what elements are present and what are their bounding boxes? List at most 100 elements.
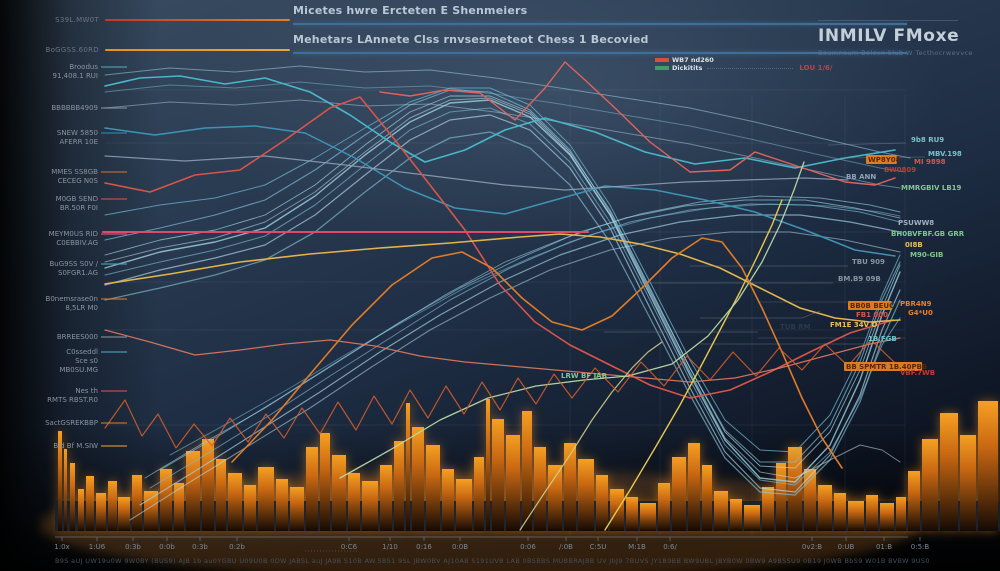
- series-line-pale-s-5: [104, 131, 901, 496]
- brand-title: INMILV FMoxe: [818, 26, 960, 46]
- skyline-building: [834, 493, 846, 531]
- skyline-building: [456, 479, 472, 531]
- skyline-building: [406, 403, 410, 531]
- series-line-top-pale-3: [104, 99, 901, 189]
- skyline-building: [70, 463, 75, 531]
- series-end-label: WP8Y08: [868, 156, 901, 164]
- skyline-building: [174, 483, 184, 531]
- series-end-label: G4*U0: [908, 309, 933, 317]
- series-line-pale-rise-5: [144, 199, 901, 479]
- series-line-yellow-smooth: [104, 233, 901, 323]
- series-line-top-pale-2: [104, 81, 906, 173]
- legend: WB7 nd260 Dickitits LOU 1/6/: [655, 56, 832, 72]
- brand-rule: [818, 20, 958, 21]
- series-end-label: M90-GIB: [910, 251, 943, 259]
- skyline-building: [922, 439, 938, 531]
- y-axis-label: MMES SS8GB: [51, 168, 98, 176]
- skyline-building: [96, 493, 106, 531]
- y-axis-label: S0FGR1.AG: [58, 269, 98, 277]
- y-axis-label: Bid Bf M.SIW: [53, 442, 98, 450]
- skyline-building: [228, 473, 242, 531]
- x-axis-tick-label: C:5U: [590, 543, 607, 551]
- y-axis-label: BuG9SS S0V /: [50, 260, 99, 268]
- header-marker-line: [105, 19, 290, 21]
- series-end-label: BB0B BEUC: [850, 302, 894, 310]
- skyline-building: [522, 411, 532, 531]
- skyline-building: [426, 445, 440, 531]
- skyline-building: [258, 467, 274, 531]
- skyline-building: [108, 481, 117, 531]
- legend-item: WB7 nd260: [655, 56, 825, 64]
- legend-label: WB7 nd260: [672, 56, 714, 64]
- series-line-orange-jag: [104, 339, 895, 449]
- skyline: [58, 399, 998, 531]
- skyline-building: [534, 447, 546, 531]
- series-line-yellow-steep: [604, 199, 783, 531]
- series-line-green-rise: [339, 161, 805, 479]
- series-line-pale-s-7: [104, 107, 901, 486]
- series-line-teal-bright: [104, 75, 896, 169]
- skyline-building: [702, 465, 712, 531]
- x-axis-tick-label: 01:B: [876, 543, 892, 551]
- series-end-label-chip: [866, 155, 897, 164]
- legend-item: Dickitits LOU 1/6/: [655, 64, 832, 72]
- y-axis-label: C0EBBIV.AG: [56, 239, 98, 247]
- skyline-building: [290, 487, 304, 531]
- series-end-label: MI 9898: [914, 158, 946, 166]
- skyline-building: [804, 469, 816, 531]
- y-axis-label: MEYM0US RID: [49, 230, 98, 238]
- x-axis-tick-label: 0v2:B: [802, 543, 822, 551]
- skyline-building: [688, 443, 700, 531]
- series-end-label: FB1 000: [856, 311, 888, 319]
- x-axis-tick-label: 0:C6: [341, 543, 358, 551]
- x-axis-tick-label: 0:16: [416, 543, 432, 551]
- y-axis-label: Sce s0: [75, 357, 98, 365]
- y-axis-label: CECEG N0S: [58, 177, 99, 185]
- header-marker-label: S39L.MW0T: [55, 16, 99, 24]
- skyline-building: [362, 481, 378, 531]
- skyline-building: [626, 497, 638, 531]
- series-line-pale-rise-1: [139, 214, 901, 506]
- skyline-building: [506, 435, 520, 531]
- skyline-building: [564, 443, 576, 531]
- legend-leader-label: LOU 1/6/: [799, 64, 833, 72]
- series-end-label: BB SPMTR 1B.40PBB: [846, 363, 927, 371]
- legend-leader-line: [707, 67, 794, 69]
- label-leader-line: [700, 310, 821, 319]
- y-axis-label: 8,5LR M0: [65, 304, 98, 312]
- skyline-building: [348, 473, 360, 531]
- skyline-building: [486, 399, 490, 531]
- series-line-pale-s-1: [104, 99, 901, 483]
- series-end-label: MMRGBIV LB19: [901, 184, 962, 192]
- brand-block: INMILV FMoxe Baumnaum Belcvn Slub W Tect…: [818, 20, 972, 57]
- series-end-label: VBF.7WB: [900, 369, 935, 377]
- y-axis-label: BBBBBB4909: [51, 104, 98, 112]
- y-axis-label: AFERR 10E: [59, 138, 98, 146]
- skyline-building: [672, 457, 686, 531]
- skyline-building: [908, 471, 920, 531]
- label-leader-line: [827, 142, 907, 146]
- y-axis-label: BRREES000: [57, 333, 98, 341]
- skyline-building: [744, 505, 760, 531]
- x-axis-tick-label: 0:5:B: [911, 543, 930, 551]
- skyline-building: [320, 433, 330, 531]
- x-axis-tick-label: 0:3b: [192, 543, 208, 551]
- series-line-top-pale-1: [104, 65, 911, 159]
- skyline-building: [896, 497, 906, 531]
- series-line-pale-s-2: [104, 89, 901, 463]
- series-line-pale-rise-6: [169, 203, 901, 456]
- skyline-building: [848, 501, 864, 531]
- skyline-building: [58, 431, 62, 531]
- skyline-building: [186, 451, 200, 531]
- series-end-label: PSUWW8: [898, 219, 934, 227]
- y-axis-label: M0GB SEND: [56, 195, 98, 203]
- series-end-label: BB ANN: [846, 173, 876, 181]
- skyline-building: [216, 459, 226, 531]
- series-line-bluegray: [104, 155, 849, 191]
- series-line-pale-s-6: [104, 95, 901, 469]
- skyline-building: [474, 457, 484, 531]
- x-axis-tick-label: M:1B: [628, 543, 646, 551]
- skyline-building: [64, 449, 67, 531]
